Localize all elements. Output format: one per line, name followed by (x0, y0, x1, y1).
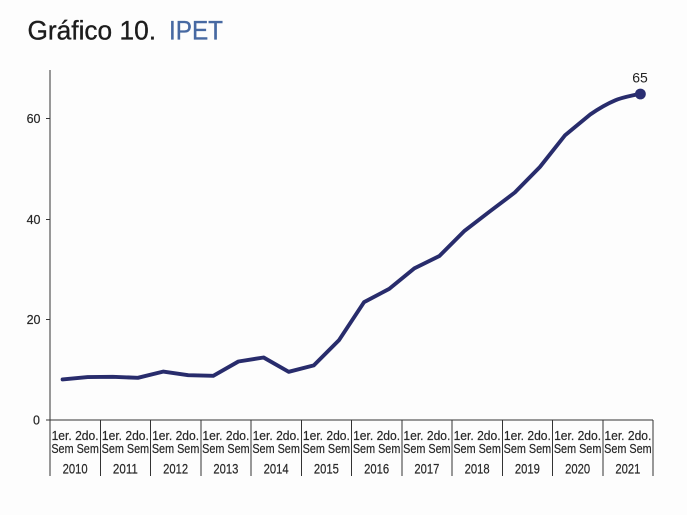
svg-text:1er. 2do.: 1er. 2do. (554, 428, 601, 443)
svg-text:2014: 2014 (264, 460, 289, 476)
svg-text:2020: 2020 (565, 460, 590, 476)
svg-text:1er. 2do.: 1er. 2do. (253, 428, 300, 443)
svg-text:Sem Sem: Sem Sem (252, 441, 300, 456)
svg-text:Sem Sem: Sem Sem (303, 441, 351, 456)
svg-text:2015: 2015 (314, 460, 339, 476)
svg-text:Sem Sem: Sem Sem (51, 441, 99, 456)
svg-text:2017: 2017 (414, 460, 439, 476)
svg-text:1er. 2do.: 1er. 2do. (52, 428, 99, 443)
svg-text:2013: 2013 (213, 460, 238, 476)
svg-text:2010: 2010 (63, 460, 88, 476)
svg-text:Sem Sem: Sem Sem (504, 441, 552, 456)
svg-text:Sem Sem: Sem Sem (453, 441, 501, 456)
svg-text:2018: 2018 (465, 460, 490, 476)
svg-text:Sem Sem: Sem Sem (202, 441, 250, 456)
svg-text:Sem Sem: Sem Sem (102, 441, 150, 456)
svg-text:Sem Sem: Sem Sem (604, 441, 652, 456)
svg-text:40: 40 (27, 213, 41, 227)
svg-text:2019: 2019 (515, 460, 540, 476)
svg-text:IPET: IPET (169, 16, 223, 46)
svg-text:1er. 2do.: 1er. 2do. (454, 428, 501, 443)
svg-text:2011: 2011 (113, 460, 138, 476)
svg-text:Sem Sem: Sem Sem (353, 441, 401, 456)
svg-text:2016: 2016 (364, 460, 389, 476)
svg-text:Gráfico 10.: Gráfico 10. (28, 16, 157, 46)
svg-text:60: 60 (27, 112, 41, 126)
svg-text:2012: 2012 (163, 460, 188, 476)
svg-text:1er. 2do.: 1er. 2do. (504, 428, 551, 443)
svg-text:Sem Sem: Sem Sem (403, 441, 451, 456)
svg-text:1er. 2do.: 1er. 2do. (102, 428, 149, 443)
svg-text:0: 0 (33, 413, 40, 427)
svg-text:20: 20 (27, 313, 41, 327)
svg-text:Sem Sem: Sem Sem (554, 441, 602, 456)
svg-text:1er. 2do.: 1er. 2do. (353, 428, 400, 443)
svg-text:2021: 2021 (615, 460, 640, 476)
svg-text:65: 65 (632, 70, 648, 86)
svg-text:1er. 2do.: 1er. 2do. (202, 428, 249, 443)
svg-text:1er. 2do.: 1er. 2do. (604, 428, 651, 443)
svg-text:1er. 2do.: 1er. 2do. (152, 428, 199, 443)
svg-text:Sem Sem: Sem Sem (152, 441, 200, 456)
svg-text:1er. 2do.: 1er. 2do. (403, 428, 450, 443)
svg-text:1er. 2do.: 1er. 2do. (303, 428, 350, 443)
